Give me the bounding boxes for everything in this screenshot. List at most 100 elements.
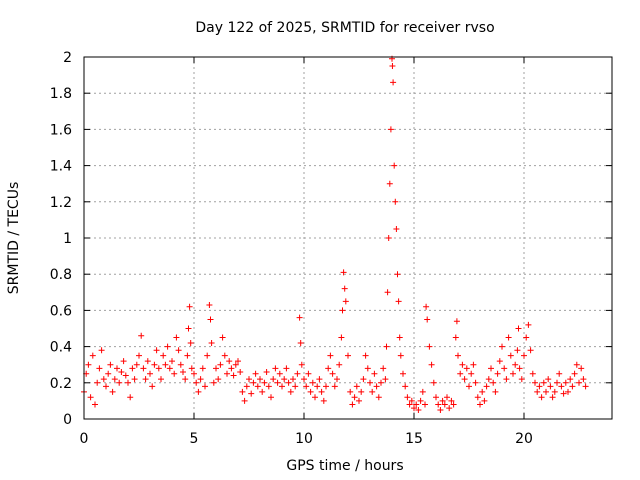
data-point-0-178 [439, 397, 446, 404]
data-point-0-37 [162, 361, 169, 368]
data-point-0-173 [428, 361, 435, 368]
data-point-0-233 [556, 370, 563, 377]
data-point-0-118 [331, 383, 338, 390]
data-point-0-230 [549, 394, 556, 401]
data-point-0-97 [287, 388, 294, 395]
data-point-0-245 [582, 383, 589, 390]
data-point-0-74 [237, 368, 244, 375]
data-point-0-109 [312, 394, 318, 401]
data-point-0-67 [221, 352, 228, 359]
data-point-0-129 [351, 394, 358, 401]
data-point-0-57 [202, 383, 208, 390]
data-point-0-146 [385, 235, 392, 241]
data-point-0-205 [496, 358, 503, 365]
data-point-0-166 [415, 406, 422, 413]
data-point-0-21 [127, 394, 134, 401]
data-point-0-5 [92, 401, 98, 408]
data-point-0-39 [166, 365, 173, 372]
data-point-0-29 [144, 358, 151, 365]
data-point-0-61 [208, 339, 215, 346]
data-point-0-227 [543, 388, 549, 395]
y-tick-label-4: 0.8 [50, 267, 72, 283]
data-point-0-49 [186, 303, 193, 310]
data-point-0-184 [452, 334, 459, 341]
data-point-0-85 [261, 379, 268, 386]
data-point-0-36 [160, 352, 167, 359]
data-point-0-30 [147, 370, 153, 377]
data-point-0-103 [298, 361, 305, 368]
data-point-0-203 [492, 388, 499, 395]
data-point-0-187 [457, 370, 464, 377]
data-point-0-221 [529, 370, 536, 377]
data-point-0-130 [353, 383, 360, 390]
data-point-0-143 [382, 376, 389, 383]
data-point-0-169 [422, 401, 428, 408]
data-point-0-229 [547, 383, 554, 390]
data-point-0-128 [349, 401, 356, 408]
data-point-0-131 [356, 397, 362, 404]
data-point-0-7 [96, 365, 103, 372]
data-point-0-110 [314, 383, 321, 390]
data-point-0-222 [532, 379, 538, 386]
data-point-0-108 [309, 379, 316, 386]
data-point-0-122 [339, 307, 346, 314]
data-point-0-140 [375, 394, 382, 401]
data-point-0-65 [217, 361, 224, 368]
data-point-0-138 [371, 370, 378, 377]
data-point-0-17 [118, 368, 125, 375]
data-point-0-46 [182, 376, 189, 383]
data-point-0-235 [560, 390, 567, 397]
data-point-0-188 [459, 361, 466, 368]
data-point-0-68 [224, 370, 230, 377]
data-point-0-6 [94, 379, 101, 386]
data-point-0-54 [195, 388, 202, 395]
data-point-0-215 [516, 365, 523, 372]
data-point-0-234 [558, 383, 565, 390]
data-point-0-175 [433, 394, 439, 401]
data-point-0-116 [327, 352, 334, 359]
data-point-0-211 [510, 370, 516, 377]
data-point-0-190 [463, 365, 470, 372]
data-point-0-159 [400, 370, 406, 377]
data-point-0-98 [290, 376, 296, 383]
data-point-0-66 [219, 334, 226, 341]
data-point-0-145 [384, 289, 391, 296]
data-point-0-20 [125, 379, 131, 386]
data-point-0-91 [274, 379, 281, 386]
data-point-0-120 [336, 361, 343, 368]
data-point-0-243 [578, 365, 585, 372]
data-point-0-170 [423, 303, 430, 310]
data-point-0-189 [461, 376, 468, 383]
data-point-0-40 [169, 358, 175, 365]
data-point-0-76 [241, 397, 248, 404]
data-point-0-142 [380, 365, 387, 372]
data-point-0-99 [292, 383, 299, 390]
data-point-0-160 [402, 383, 409, 390]
data-point-0-136 [367, 379, 373, 386]
y-tick-label-9: 1.8 [50, 86, 72, 102]
data-point-0-212 [512, 361, 519, 368]
data-point-0-180 [444, 394, 450, 401]
data-point-0-113 [320, 397, 327, 404]
y-tick-label-2: 0.4 [50, 340, 72, 356]
data-point-0-88 [268, 394, 274, 401]
data-point-0-50 [187, 339, 194, 346]
data-point-0-240 [571, 370, 578, 377]
data-point-0-51 [188, 365, 195, 372]
data-point-0-191 [466, 383, 472, 390]
data-point-0-55 [197, 376, 204, 383]
data-point-0-124 [341, 285, 348, 292]
data-point-0-232 [554, 379, 560, 386]
y-tick-label-3: 0.6 [50, 303, 72, 319]
data-point-0-216 [518, 376, 525, 383]
data-point-0-186 [455, 352, 461, 359]
data-point-0-238 [567, 376, 574, 383]
data-point-0-41 [171, 370, 178, 377]
data-point-0-199 [483, 383, 490, 390]
data-point-0-133 [360, 376, 367, 383]
data-point-0-220 [527, 347, 534, 354]
data-point-0-92 [276, 370, 283, 377]
x-tick-label-0: 0 [80, 431, 89, 447]
data-point-0-38 [164, 343, 171, 350]
data-point-0-33 [153, 347, 160, 354]
